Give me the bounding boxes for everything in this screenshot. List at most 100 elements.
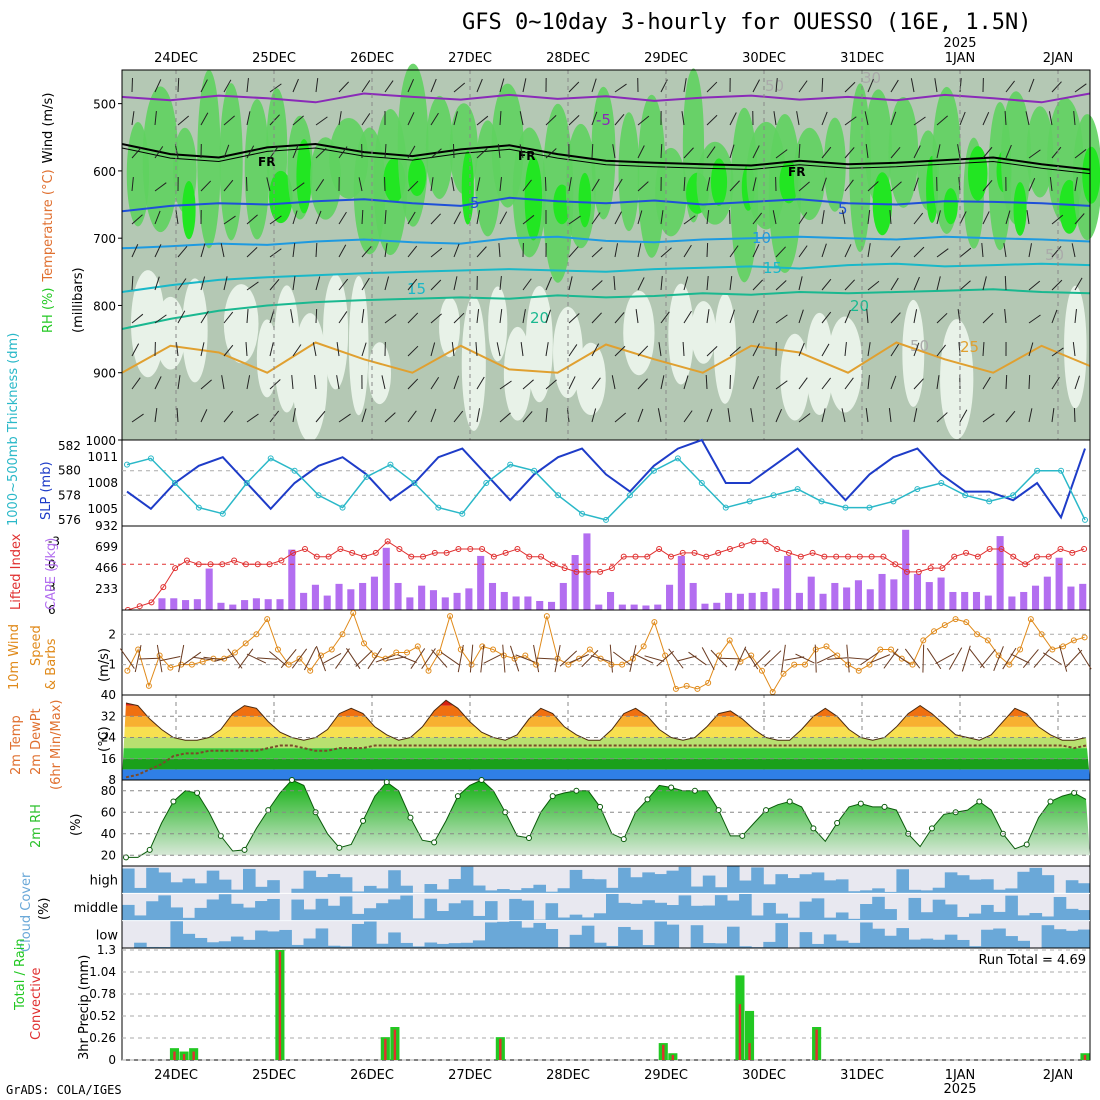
wind-barb <box>957 144 961 159</box>
cloud-cell <box>303 870 317 894</box>
wind-barb <box>844 179 854 192</box>
wind-speed-point <box>511 655 518 662</box>
temp-band <box>122 769 1090 780</box>
cloud-cell <box>739 893 752 921</box>
slp-tick-label: 1011 <box>87 450 118 464</box>
lifted-index-point <box>172 565 179 572</box>
wind-barb <box>866 309 869 324</box>
wind-barb-sfc <box>781 644 786 673</box>
wind-barb <box>430 177 434 192</box>
wind-barb <box>499 309 503 324</box>
wind-barb <box>867 280 880 291</box>
precip-conv-bar <box>748 1043 751 1060</box>
wind-barb <box>637 345 649 357</box>
wind-barb <box>522 411 533 423</box>
wind-barb <box>384 412 396 423</box>
cloud-cell <box>714 943 728 948</box>
wind-barb <box>1071 243 1076 258</box>
wind-barb <box>637 378 648 390</box>
wind-barb <box>314 375 317 390</box>
wind-barb <box>154 146 164 159</box>
cloud-cell <box>727 900 740 921</box>
wind-barb-sfc <box>1002 647 1017 670</box>
wind-speed-point <box>855 667 862 674</box>
rh-point <box>668 784 675 791</box>
wind-barb <box>430 78 437 93</box>
wind-barb <box>568 246 579 258</box>
wind-barb <box>844 279 855 291</box>
lifted-index-point <box>1057 546 1064 553</box>
wind-barb <box>292 78 299 93</box>
rh-line <box>126 779 1087 858</box>
wind-barb-sfc <box>554 644 561 673</box>
wind-barb-sfc <box>961 645 971 672</box>
wind-barb <box>453 375 460 390</box>
wind-barb <box>752 375 760 390</box>
cloud-cell <box>956 916 970 921</box>
wind-speed-point <box>490 646 497 653</box>
cape-bar <box>229 604 237 610</box>
precip-conv-bar <box>393 1029 397 1060</box>
cloud-cell <box>497 921 510 948</box>
isotherm-line <box>121 92 1091 104</box>
cloud-cell <box>666 870 680 894</box>
wind-barb <box>706 210 710 225</box>
wind-barb <box>131 313 144 324</box>
cloud-cell <box>545 903 559 921</box>
wind-barb <box>660 311 670 324</box>
cloud-cell <box>303 938 317 948</box>
cape-bar <box>654 604 662 610</box>
lifted-index-point <box>549 561 556 568</box>
rh-tick-label: 40 <box>101 827 116 841</box>
cloud-cell <box>170 907 183 921</box>
wind-barb <box>154 276 160 291</box>
wind-barb <box>1051 376 1060 390</box>
wind-barb <box>1074 375 1080 390</box>
wind-barb <box>821 278 832 291</box>
minmax-ylabel: (6hr Min/Max) <box>49 700 64 790</box>
wind-speed-point <box>522 652 529 659</box>
cloud-cell <box>1077 910 1091 921</box>
wind-barb <box>499 78 505 93</box>
cape-bar <box>465 588 473 610</box>
temp-tick-label: 32 <box>101 709 116 723</box>
lifted-index-point <box>868 553 875 560</box>
cloud-cell <box>1017 871 1030 894</box>
wind-barb-sfc <box>764 650 782 667</box>
wind-barb <box>936 412 948 423</box>
cloud-cell <box>714 887 728 894</box>
wind-barb <box>1028 243 1033 258</box>
wind-barb <box>752 279 764 291</box>
cloud-cell <box>969 913 982 921</box>
li-ylabel: Lifted Index <box>9 533 24 610</box>
lifted-index-point <box>242 561 249 568</box>
thickness-point <box>363 473 370 480</box>
thickness-point <box>411 480 418 486</box>
thickness-point <box>267 455 274 462</box>
cloud-cell <box>727 866 740 894</box>
wind-barb-sfc <box>860 652 879 666</box>
wind-barb <box>821 311 832 324</box>
cloud-cell <box>521 888 534 894</box>
wind-barb <box>982 179 993 192</box>
wind-speed-point <box>941 622 948 629</box>
wind-barb-sfc <box>870 654 891 663</box>
upper-ylabel-part: Temperature (°C) <box>41 169 56 282</box>
wind-barb-sfc <box>904 648 921 669</box>
cloud-cell <box>1005 936 1018 948</box>
cloud-cell <box>339 896 353 921</box>
wind-speed-point <box>640 643 647 650</box>
rh-moist-blob <box>219 83 243 241</box>
wind-barb <box>867 243 871 258</box>
lifted-index-point <box>986 546 993 553</box>
wind-speed-point <box>974 631 981 638</box>
cloud-cell <box>932 899 946 921</box>
wind-barb <box>728 209 731 225</box>
temp-band <box>122 758 1090 770</box>
rh-saturated-blob <box>710 158 728 206</box>
cloud-cell <box>557 917 571 921</box>
wind-barb <box>453 410 464 423</box>
rh-saturated-blob <box>461 150 474 225</box>
cloud-cell <box>969 946 982 948</box>
wind-barb <box>200 342 205 357</box>
